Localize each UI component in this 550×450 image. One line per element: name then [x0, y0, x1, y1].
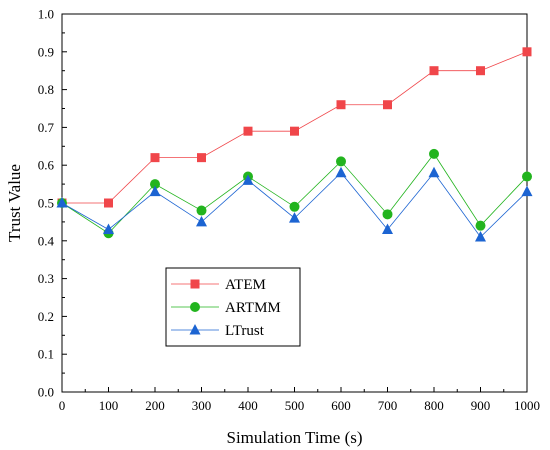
- x-tick-label: 500: [285, 398, 305, 413]
- x-tick-label: 300: [192, 398, 212, 413]
- data-point-atem: [104, 198, 113, 208]
- legend-label-atem: ATEM: [225, 277, 266, 293]
- y-tick-label: 0.8: [38, 82, 54, 97]
- y-tick-label: 0.7: [38, 120, 55, 135]
- x-tick-label: 800: [424, 398, 444, 413]
- x-tick-label: 100: [99, 398, 119, 413]
- y-tick-label: 1.0: [38, 7, 54, 22]
- data-point-artmm: [196, 205, 207, 216]
- x-tick-label: 400: [238, 398, 258, 413]
- x-tick-label: 600: [331, 398, 351, 413]
- data-point-artmm: [522, 171, 532, 182]
- data-point-atem: [290, 126, 299, 136]
- data-point-artmm: [429, 148, 439, 159]
- legend-marker-ltrust: [189, 324, 201, 335]
- data-point-ltrust: [196, 215, 207, 227]
- series-ltrust: [56, 166, 533, 242]
- x-tick-label: 700: [378, 398, 398, 413]
- y-axis-title: Trust Value: [5, 164, 24, 242]
- legend-label-ltrust: LTrust: [225, 323, 265, 339]
- data-point-ltrust: [335, 166, 347, 178]
- axes: 0 100 200 300 400 500 600 700 800 900 1000 0.0 0.1 0.…: [38, 7, 540, 414]
- data-point-ltrust: [242, 174, 254, 185]
- data-point-atem: [522, 47, 532, 57]
- x-tick-label: 1000: [514, 398, 540, 413]
- y-tick-label: 0.5: [38, 196, 54, 211]
- data-point-artmm: [336, 156, 346, 167]
- data-point-atem: [383, 100, 392, 110]
- legend-marker-artmm: [190, 302, 200, 312]
- y-tick-label: 0.2: [38, 309, 54, 324]
- x-tick-label: 200: [145, 398, 165, 413]
- y-tick-label: 0.9: [38, 44, 54, 59]
- series-atem: [57, 47, 532, 208]
- legend-label-artmm: ARTMM: [225, 300, 281, 316]
- data-point-artmm: [150, 179, 160, 190]
- y-tick-label: 0.0: [38, 385, 54, 400]
- data-point-ltrust: [382, 223, 393, 234]
- data-point-artmm: [475, 220, 486, 231]
- x-tick-label: 900: [471, 398, 491, 413]
- y-tick-label: 0.6: [38, 158, 55, 173]
- data-point-artmm: [382, 209, 393, 220]
- series-layer: [56, 47, 533, 242]
- data-point-atem: [243, 126, 253, 136]
- series-artmm: [57, 148, 532, 239]
- legend-marker-atem: [190, 279, 200, 289]
- y-tick-label: 0.4: [38, 233, 55, 248]
- y-tick-label: 0.1: [38, 347, 54, 362]
- data-point-atem: [336, 100, 346, 110]
- data-point-atem: [197, 153, 206, 163]
- data-point-atem: [429, 66, 439, 76]
- data-point-ltrust: [103, 223, 114, 234]
- data-point-artmm: [289, 201, 300, 212]
- legend: ATEM ARTMM LTrust: [165, 267, 301, 347]
- data-point-atem: [476, 66, 485, 76]
- data-point-ltrust: [56, 197, 68, 208]
- data-point-ltrust: [475, 231, 486, 242]
- data-point-ltrust: [428, 166, 440, 178]
- x-axis-title: Simulation Time (s): [226, 428, 362, 447]
- data-point-ltrust: [289, 212, 300, 223]
- data-point-ltrust: [521, 185, 533, 197]
- x-tick-label: 0: [59, 398, 66, 413]
- data-point-atem: [150, 153, 160, 163]
- y-tick-label: 0.3: [38, 271, 54, 286]
- data-point-ltrust: [149, 185, 161, 197]
